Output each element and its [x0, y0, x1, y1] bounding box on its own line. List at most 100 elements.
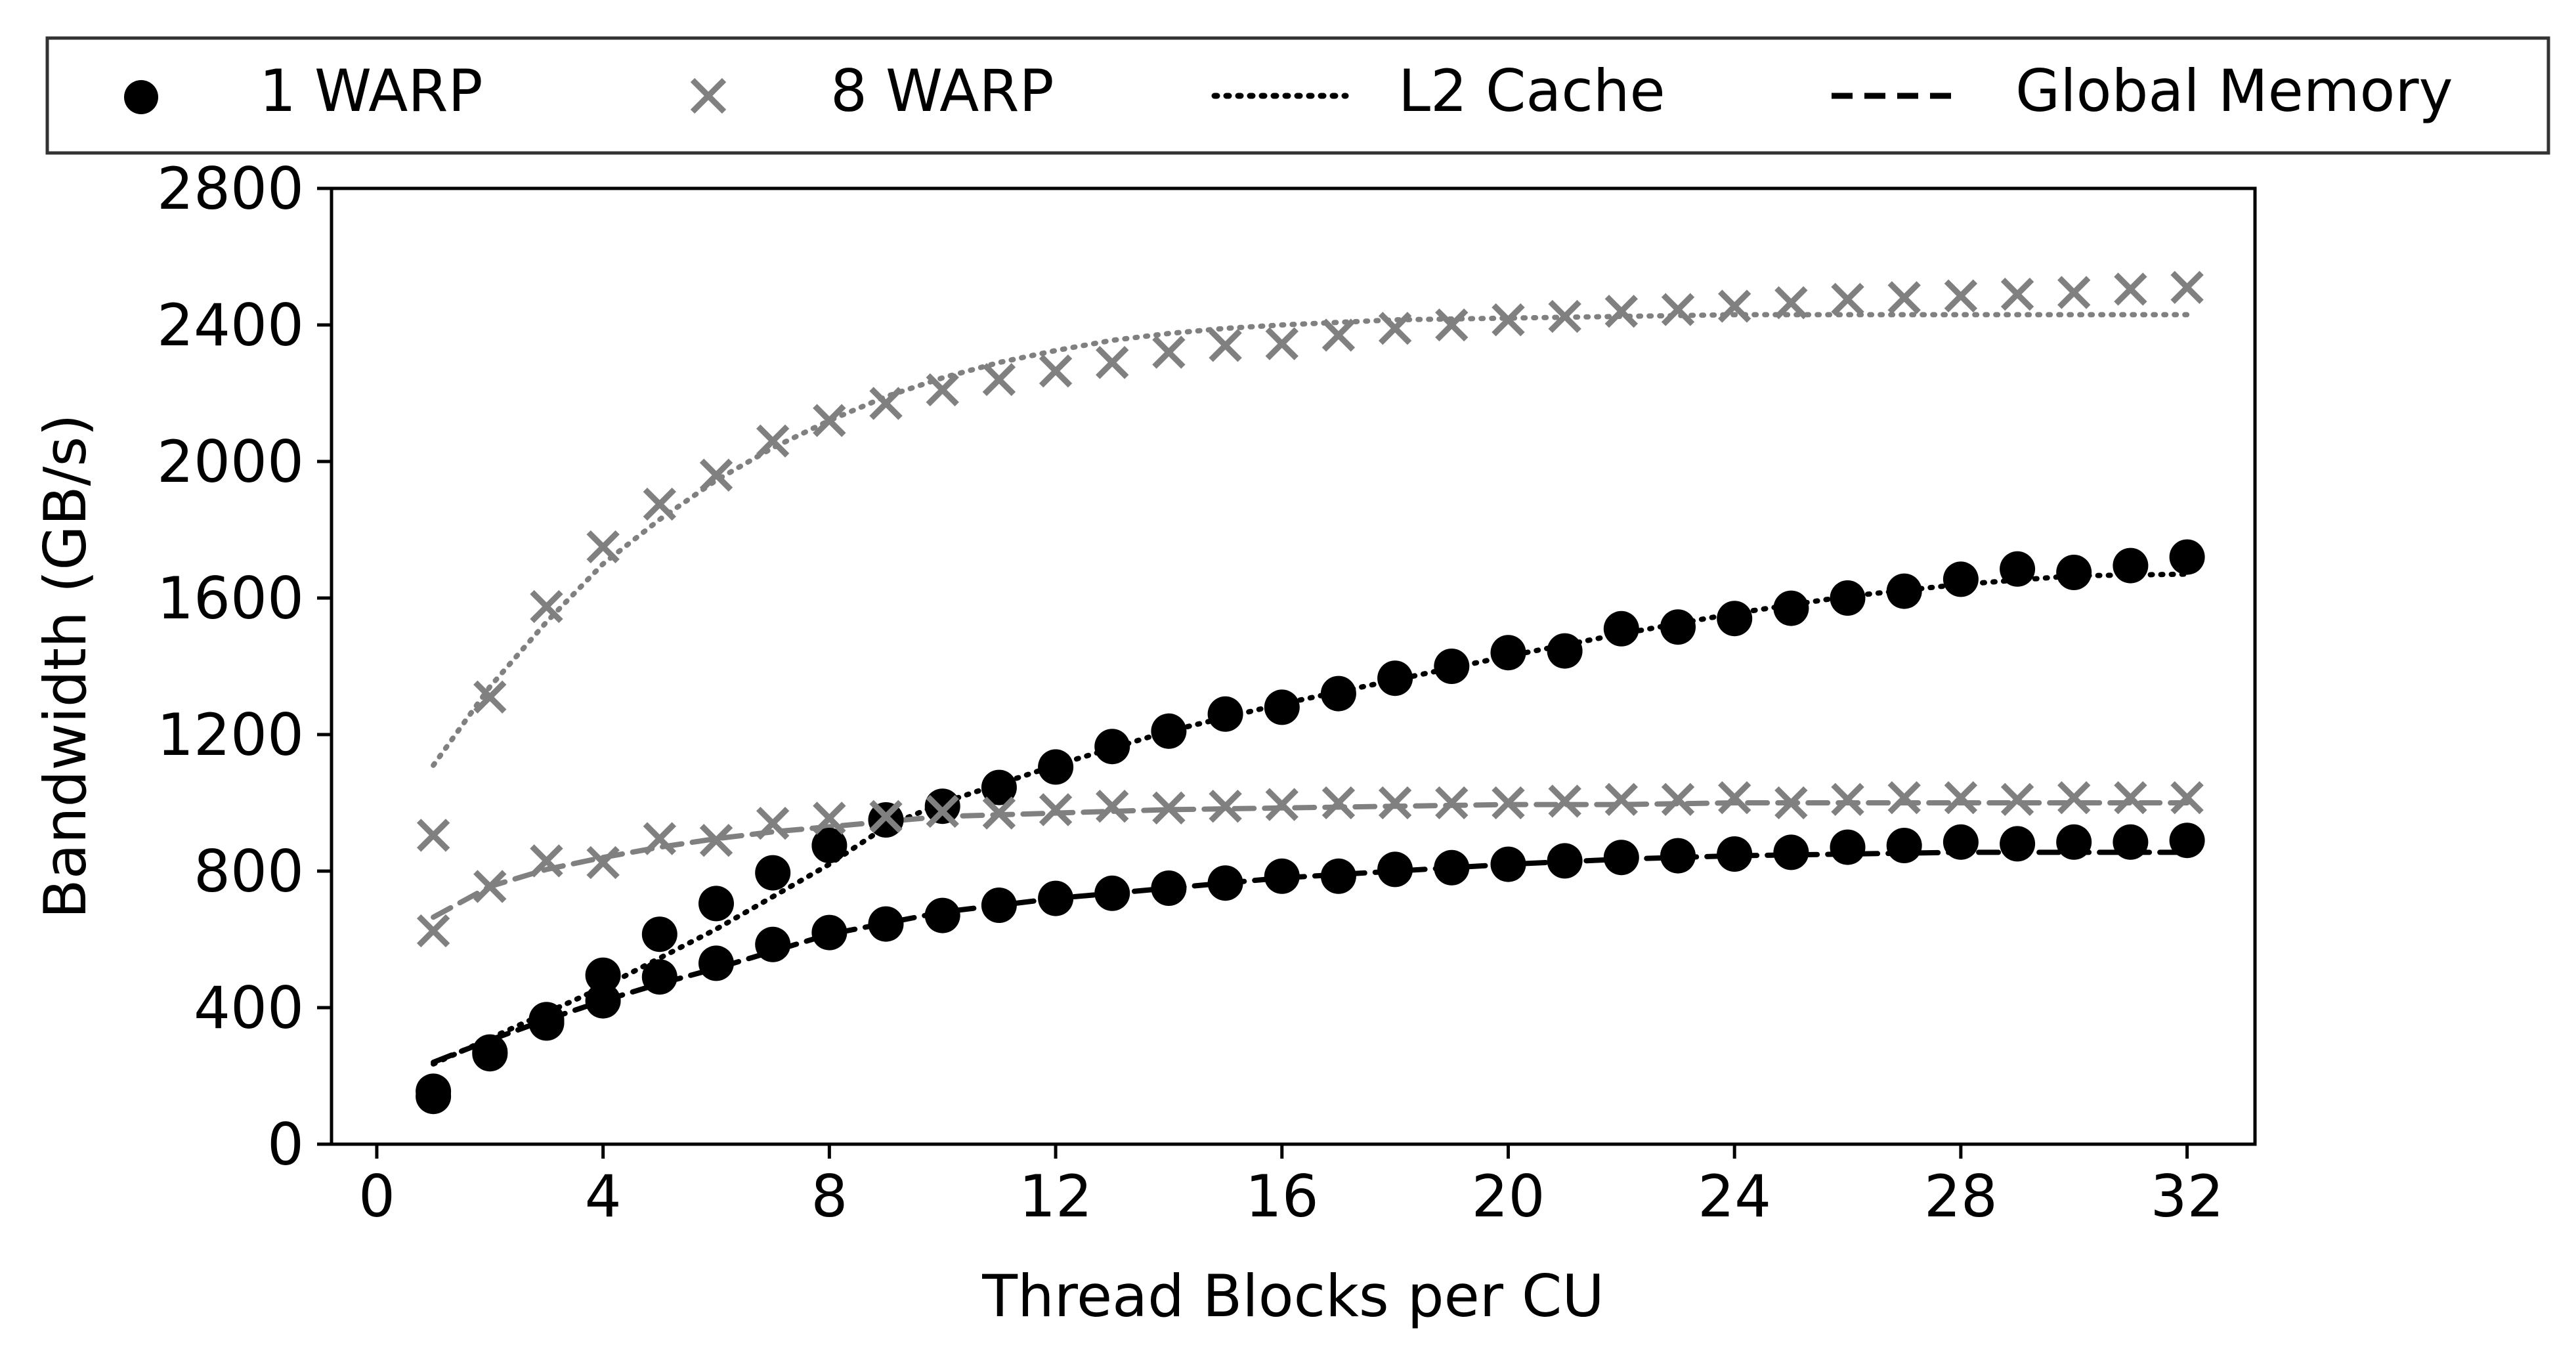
point-1-warp-l2-cache	[1660, 609, 1696, 645]
point-8-warp-global-memory	[643, 822, 677, 855]
point-1-warp-l2-cache	[1207, 696, 1243, 732]
x-stroke	[416, 914, 450, 948]
data-markers	[416, 270, 2205, 1115]
point-1-warp-global-memory	[1717, 836, 1753, 872]
x-tick-label: 8	[811, 1163, 848, 1230]
point-1-warp-global-memory	[1943, 824, 1979, 860]
x-stroke	[2114, 781, 2147, 815]
x-stroke	[756, 424, 790, 458]
point-1-warp-l2-cache	[2056, 555, 2092, 590]
x-stroke	[1887, 281, 1921, 314]
x-stroke	[1039, 354, 1073, 388]
point-1-warp-l2-cache	[585, 957, 621, 993]
legend: 1 WARP 8 WARP L2 Cache Global Memory	[45, 36, 2550, 155]
point-1-warp-global-memory	[2113, 824, 2149, 860]
y-tick-label: 2000	[157, 428, 304, 496]
x-stroke	[643, 487, 677, 521]
point-1-warp-l2-cache	[981, 769, 1017, 805]
x-stroke	[2114, 272, 2147, 306]
point-8-warp-l2-cache	[1039, 354, 1073, 388]
point-1-warp-global-memory	[1603, 840, 1639, 876]
y-tick-label: 400	[194, 974, 304, 1042]
point-8-warp-global-memory	[586, 846, 620, 880]
point-8-warp-l2-cache	[1265, 327, 1299, 360]
point-8-warp-global-memory	[1887, 781, 1921, 815]
point-8-warp-l2-cache	[1209, 329, 1242, 362]
point-8-warp-global-memory	[813, 802, 846, 835]
x-stroke	[1492, 303, 1525, 337]
point-8-warp-global-memory	[1944, 781, 1978, 815]
point-8-warp-global-memory	[1039, 793, 1073, 826]
x-stroke	[1661, 293, 1695, 326]
x-stroke	[1717, 289, 1751, 323]
point-8-warp-global-memory	[473, 870, 507, 903]
x-stroke	[1944, 781, 1978, 815]
point-1-warp-l2-cache	[1094, 729, 1130, 765]
point-8-warp-l2-cache	[1717, 289, 1751, 323]
x-stroke	[2170, 781, 2204, 815]
x-stroke	[1604, 295, 1639, 328]
x-stroke	[1604, 782, 1639, 816]
x-stroke	[1435, 786, 1469, 820]
fit-line-l2-cache-8-warp	[431, 312, 2190, 768]
plot-frame	[330, 186, 2257, 1146]
point-1-warp-global-memory	[585, 983, 621, 1019]
point-1-warp-global-memory	[1377, 851, 1413, 888]
point-1-warp-l2-cache	[1151, 713, 1187, 749]
y-axis-label: Bandwidth (GB/s)	[32, 414, 99, 918]
x-stroke	[586, 846, 620, 880]
x-tick-label: 28	[1924, 1163, 1998, 1230]
x-stroke	[1209, 790, 1242, 823]
point-8-warp-l2-cache	[926, 373, 959, 406]
x-stroke	[1774, 786, 1808, 820]
point-8-warp-l2-cache	[982, 363, 1016, 396]
x-stroke	[1492, 786, 1525, 820]
x-stroke	[1717, 781, 1751, 815]
legend-global-memory-label: Global Memory	[2015, 57, 2453, 125]
point-8-warp-l2-cache	[1944, 279, 1978, 312]
point-1-warp-global-memory	[416, 1079, 452, 1115]
x-stroke	[926, 373, 959, 406]
point-8-warp-l2-cache	[1435, 308, 1469, 342]
y-tick-label: 0	[267, 1111, 304, 1178]
point-8-warp-l2-cache	[2057, 276, 2091, 309]
point-1-warp-l2-cache	[641, 916, 677, 953]
point-8-warp-l2-cache	[813, 404, 846, 437]
x-stroke	[1039, 793, 1073, 826]
point-1-warp-global-memory	[1773, 834, 1809, 870]
x-stroke	[1265, 327, 1299, 360]
y-tick-label: 1600	[157, 565, 304, 632]
point-1-warp-global-memory	[641, 959, 677, 995]
point-1-warp-global-memory	[1434, 849, 1470, 886]
x-axis: 0 4 8 12 16 20 24 28 32	[358, 1144, 2224, 1230]
point-1-warp-l2-cache	[1038, 749, 1074, 785]
x-stroke	[926, 794, 959, 828]
point-8-warp-global-memory	[1774, 786, 1808, 820]
point-8-warp-l2-cache	[586, 530, 620, 564]
point-8-warp-l2-cache	[1321, 318, 1356, 352]
x-stroke	[1152, 335, 1186, 369]
x-stroke	[1321, 318, 1356, 352]
point-8-warp-l2-cache	[643, 487, 677, 521]
point-1-warp-global-memory	[698, 945, 734, 981]
point-1-warp-l2-cache	[1377, 660, 1413, 696]
point-1-warp-l2-cache	[755, 855, 791, 891]
point-8-warp-global-memory	[869, 800, 903, 833]
point-1-warp-global-memory	[1490, 846, 1526, 882]
point-8-warp-l2-cache	[1096, 346, 1129, 379]
x-stroke	[982, 363, 1016, 396]
x-axis-label: Thread Blocks per CU	[981, 1262, 1604, 1330]
point-8-warp-l2-cache	[1492, 303, 1525, 337]
x-stroke	[1661, 782, 1695, 816]
legend-8-warp-marker	[690, 77, 727, 114]
x-tick-label: 16	[1245, 1163, 1319, 1230]
point-8-warp-l2-cache	[1548, 299, 1581, 333]
x-stroke	[699, 824, 733, 857]
point-8-warp-l2-cache	[1774, 286, 1808, 320]
point-1-warp-global-memory	[1320, 858, 1356, 894]
point-8-warp-global-memory	[1152, 791, 1186, 824]
x-stroke	[2170, 270, 2204, 304]
point-8-warp-global-memory	[926, 794, 959, 828]
y-tick-label: 2800	[157, 155, 304, 223]
point-1-warp-l2-cache	[1490, 635, 1526, 671]
